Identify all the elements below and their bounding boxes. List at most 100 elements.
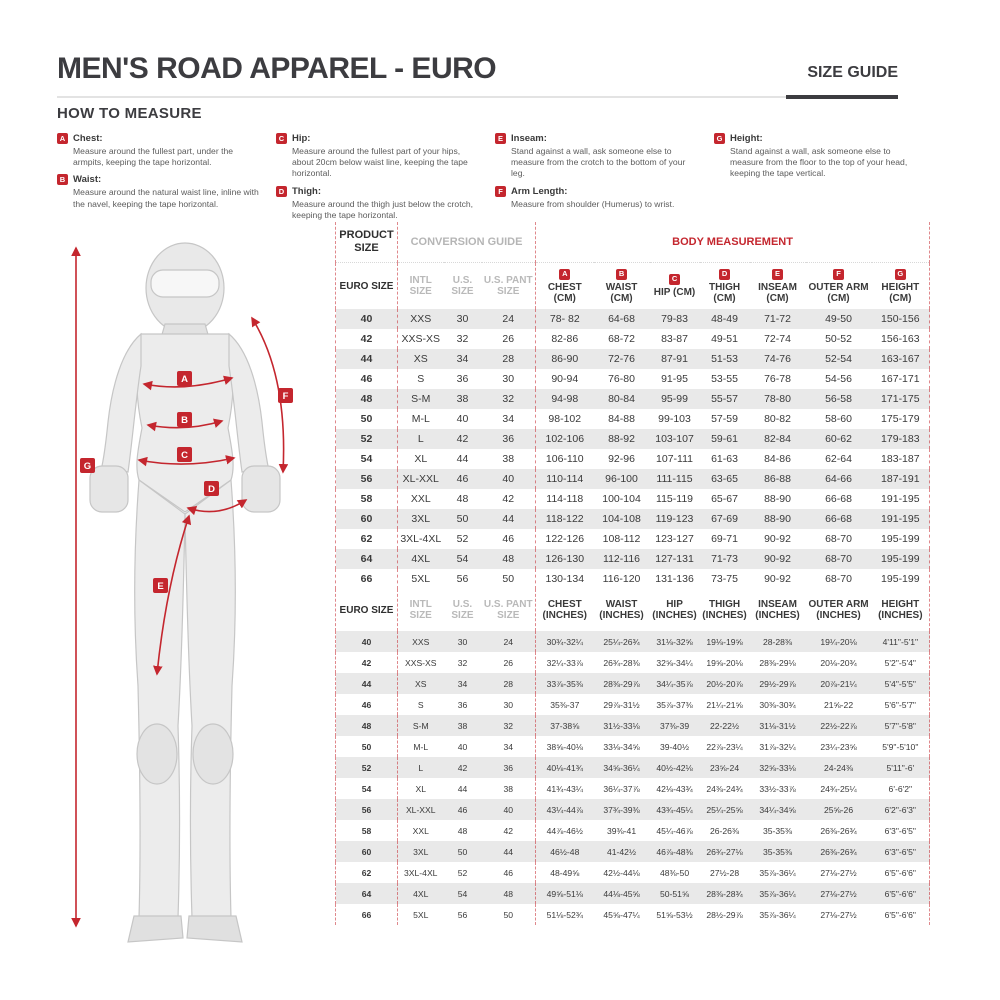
header-chip-e: E	[772, 268, 784, 280]
table-cell: 26	[503, 657, 514, 668]
table-cell: 34	[456, 353, 469, 365]
header-chip-f: F	[833, 268, 845, 280]
table-cell: 42	[502, 493, 515, 505]
table-cell: 112-116	[603, 553, 641, 565]
measure-desc: Stand against a wall, ask someone else t…	[511, 146, 686, 179]
table-cell: 26	[502, 333, 515, 345]
table-cell: 50	[456, 513, 469, 525]
table-cell: 36¼-37⅞	[603, 783, 640, 794]
table-row: 56 XL-XXL 46 40 43¼-44⅞ 37¾-39⅜ 43¾-45¼ 25¼-25⅝…	[335, 799, 931, 820]
table-cell: 40	[457, 741, 468, 752]
thigh-arrow-d	[186, 499, 248, 516]
table-cell: 54	[335, 449, 398, 469]
table-cell: 26⅜-26¾	[820, 825, 857, 836]
table-cell: 27½-28	[709, 867, 740, 878]
table-cell: 66-68	[825, 513, 852, 525]
table-cell: 44⅞-46½	[535, 820, 594, 841]
table-cell: 79-83	[661, 313, 688, 325]
table-cell: 32⅝-33⅛	[759, 762, 796, 773]
table-cell: 65-67	[711, 493, 738, 505]
table-cell: 43¼-44⅞	[535, 799, 594, 820]
inches-table-body: 40 XXS 30 24 30¾-32¼ 25¼-26¾ 31⅛-32⅝ 19⅛-19⅝ 28-…	[335, 631, 931, 925]
measure-name: Inseam:	[511, 133, 547, 144]
table-cell: 34	[457, 678, 468, 689]
table-cell: 69-71	[711, 533, 738, 545]
table-cell: 48	[456, 493, 469, 505]
table-row: 50 M-L 40 34 98-102 84-88 99-103 57-59 80-82 58-6…	[335, 409, 931, 429]
table-cell: 68-70	[825, 533, 852, 545]
table-cell: 83-87	[661, 333, 688, 345]
letter-chip-d: D	[276, 185, 287, 197]
table-cell: 22⅞-23¼	[706, 741, 743, 752]
table-cell: 175-179	[871, 409, 931, 429]
table-cell: 62	[335, 529, 398, 549]
table-cell: 82-84	[764, 433, 791, 445]
table-cell: M-L	[411, 413, 430, 425]
table-cell: XL	[414, 453, 428, 465]
table-row: 48 S-M 38 32 94-98 80-84 95-99 55-57 78-80 56-58 1…	[335, 389, 931, 409]
table-cell: 103-107	[655, 433, 694, 445]
table-cell: 40	[502, 473, 515, 485]
table-cell: 28½-29⅞	[706, 909, 743, 920]
table-cell: 25¼-25⅝	[706, 804, 743, 815]
table-cell: 28	[503, 678, 514, 689]
arrow-label-b: B	[181, 415, 188, 426]
table-row: 44 XS 34 28 86-90 72-76 87-91 51-53 74-76 52-54 16…	[335, 349, 931, 369]
table-cell: 115-119	[656, 493, 694, 505]
table-cell: 29⅞-31½	[603, 699, 640, 710]
table-cell: 58	[335, 489, 398, 509]
table-cell: 46½-48	[535, 841, 594, 862]
table-cell: 187-191	[871, 469, 931, 489]
table-cell: 131-136	[655, 573, 694, 585]
rider-suit-silhouette	[89, 242, 281, 943]
table-cell: 42	[335, 329, 398, 349]
table-cell: 40	[335, 631, 398, 652]
table-cell: 88-92	[608, 433, 635, 445]
table-cell: 48	[457, 825, 468, 836]
measure-name: Height:	[730, 133, 763, 144]
table-cell: 27⅛-27½	[820, 888, 857, 899]
letter-chip-c: C	[276, 133, 287, 144]
table-cell: L	[417, 433, 424, 445]
table-cell: 56	[335, 469, 398, 489]
table-cell: 45¼-46⅞	[656, 825, 693, 836]
table-row: 54 XL 44 38 41¾-43¼ 36¼-37⅞ 42⅛-43¾ 24⅜-24¾ 33½-…	[335, 778, 931, 799]
table-cell: 179-183	[871, 429, 931, 449]
table-cell: S	[417, 699, 424, 710]
letter-chip-b: B	[57, 174, 68, 186]
cm-header-row: EURO SIZE INTL SIZE U.S. SIZE U.S. PANT …	[335, 262, 931, 309]
size-table-section: PRODUCT SIZE CONVERSION GUIDE BODY MEASU…	[335, 222, 931, 925]
table-cell: 24⅜-24¾	[706, 783, 743, 794]
table-cell: 108-112	[602, 533, 641, 545]
table-cell: 49-51	[711, 333, 738, 345]
table-cell: 22-22½	[709, 720, 740, 731]
table-cell: 39⅜-41	[606, 825, 637, 836]
table-row: 64 4XL 54 48 126-130 112-116 127-131 71-73 90-92…	[335, 549, 931, 569]
table-cell: 90-92	[764, 573, 791, 585]
table-cell: 32¼-33⅞	[535, 652, 594, 673]
table-cell: 48	[335, 715, 398, 736]
table-cell: XXS	[412, 636, 430, 647]
table-cell: 50-52	[825, 333, 852, 345]
table-row: 60 3XL 50 44 46½-48 41-42½ 46⅞-48⅜ 26¾-27⅛ 35-35…	[335, 841, 931, 862]
table-cell: 54-56	[825, 373, 852, 385]
table-cell: 76-78	[764, 373, 791, 385]
table-cell: 50	[335, 409, 398, 429]
table-cell: 23⅝-24	[709, 762, 740, 773]
table-cell: L	[418, 762, 424, 773]
measure-desc: Measure around the thigh just below the …	[292, 198, 474, 220]
measure-column: A Chest: Measure around the fullest part…	[57, 133, 260, 227]
table-cell: 100-104	[602, 493, 641, 505]
table-cell: 35⅞-37⅜	[656, 699, 693, 710]
table-cell: 40	[335, 309, 398, 329]
table-cell: 63-65	[711, 473, 738, 485]
table-cell: 116-120	[602, 573, 641, 585]
table-cell: 5'7"-5'8"	[871, 715, 931, 736]
size-table: PRODUCT SIZE CONVERSION GUIDE BODY MEASU…	[335, 222, 931, 925]
table-cell: 4XL	[413, 888, 429, 899]
table-cell: 167-171	[871, 369, 931, 389]
table-cell: 26¾-27⅛	[706, 846, 743, 857]
table-cell: 127-131	[655, 553, 694, 565]
table-row: 66 5XL 56 50 130-134 116-120 131-136 73-75 90-92…	[335, 569, 931, 589]
table-cell: 6'3"-6'5"	[871, 820, 931, 841]
